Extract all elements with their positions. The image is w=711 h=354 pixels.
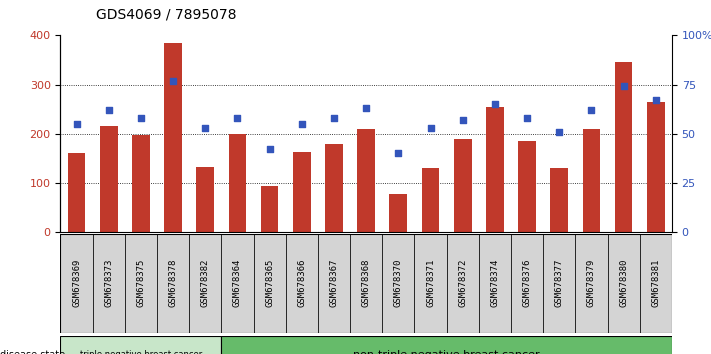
Bar — [647, 102, 665, 232]
Text: GSM678364: GSM678364 — [233, 259, 242, 307]
Bar — [325, 144, 343, 232]
Text: GSM678374: GSM678374 — [491, 259, 499, 307]
Bar — [422, 168, 439, 232]
Bar — [164, 43, 182, 232]
Point — [71, 121, 82, 127]
Point — [586, 107, 597, 113]
Point — [135, 115, 146, 121]
Point — [489, 101, 501, 107]
Text: GSM678366: GSM678366 — [297, 259, 306, 307]
Text: GSM678367: GSM678367 — [329, 259, 338, 307]
Bar — [100, 126, 117, 232]
Text: GSM678380: GSM678380 — [619, 259, 628, 307]
Bar — [228, 133, 246, 232]
Text: GSM678376: GSM678376 — [523, 259, 532, 307]
Text: non-triple negative breast cancer: non-triple negative breast cancer — [353, 350, 540, 354]
Bar — [350, 234, 383, 333]
Text: GSM678375: GSM678375 — [137, 259, 145, 307]
Bar — [486, 107, 503, 232]
Bar — [318, 234, 350, 333]
Point — [392, 150, 404, 156]
Bar — [221, 336, 672, 354]
Bar — [293, 152, 311, 232]
Bar — [447, 234, 479, 333]
Text: GSM678378: GSM678378 — [169, 259, 178, 307]
Point — [457, 117, 469, 123]
Point — [264, 147, 275, 152]
Text: GSM678377: GSM678377 — [555, 259, 564, 307]
Point — [328, 115, 340, 121]
Text: GDS4069 / 7895078: GDS4069 / 7895078 — [96, 7, 237, 21]
Point — [360, 105, 372, 111]
Bar — [511, 234, 543, 333]
Bar — [383, 234, 415, 333]
Bar — [543, 234, 575, 333]
Text: GSM678369: GSM678369 — [72, 259, 81, 307]
Bar — [615, 62, 633, 232]
Bar — [196, 167, 214, 232]
Bar — [60, 336, 221, 354]
Bar — [92, 234, 125, 333]
Text: GSM678370: GSM678370 — [394, 259, 403, 307]
Bar — [454, 138, 471, 232]
Text: GSM678373: GSM678373 — [105, 259, 113, 307]
Bar — [286, 234, 318, 333]
Bar — [479, 234, 511, 333]
Text: GSM678365: GSM678365 — [265, 259, 274, 307]
Bar — [415, 234, 447, 333]
Bar — [640, 234, 672, 333]
Bar — [221, 234, 254, 333]
Point — [618, 84, 629, 89]
Bar — [390, 194, 407, 232]
Bar — [125, 234, 157, 333]
Point — [296, 121, 307, 127]
Bar — [68, 153, 85, 232]
Bar — [60, 234, 92, 333]
Bar — [254, 234, 286, 333]
Text: GSM678382: GSM678382 — [201, 259, 210, 307]
Bar — [189, 234, 221, 333]
Text: triple negative breast cancer: triple negative breast cancer — [80, 350, 202, 354]
Bar — [157, 234, 189, 333]
Bar — [607, 234, 640, 333]
Point — [425, 125, 437, 131]
Text: GSM678368: GSM678368 — [362, 259, 370, 307]
Text: GSM678379: GSM678379 — [587, 259, 596, 307]
Point — [103, 107, 114, 113]
Bar — [575, 234, 607, 333]
Bar — [261, 186, 279, 232]
Point — [650, 97, 661, 103]
Text: GSM678372: GSM678372 — [458, 259, 467, 307]
Bar — [132, 135, 150, 232]
Point — [167, 78, 178, 84]
Point — [554, 129, 565, 135]
Bar — [518, 141, 536, 232]
Bar — [582, 129, 600, 232]
Text: GSM678381: GSM678381 — [651, 259, 661, 307]
Point — [232, 115, 243, 121]
Text: GSM678371: GSM678371 — [426, 259, 435, 307]
Bar — [550, 168, 568, 232]
Point — [521, 115, 533, 121]
Text: disease state: disease state — [0, 350, 65, 354]
Bar — [358, 129, 375, 232]
Point — [200, 125, 211, 131]
